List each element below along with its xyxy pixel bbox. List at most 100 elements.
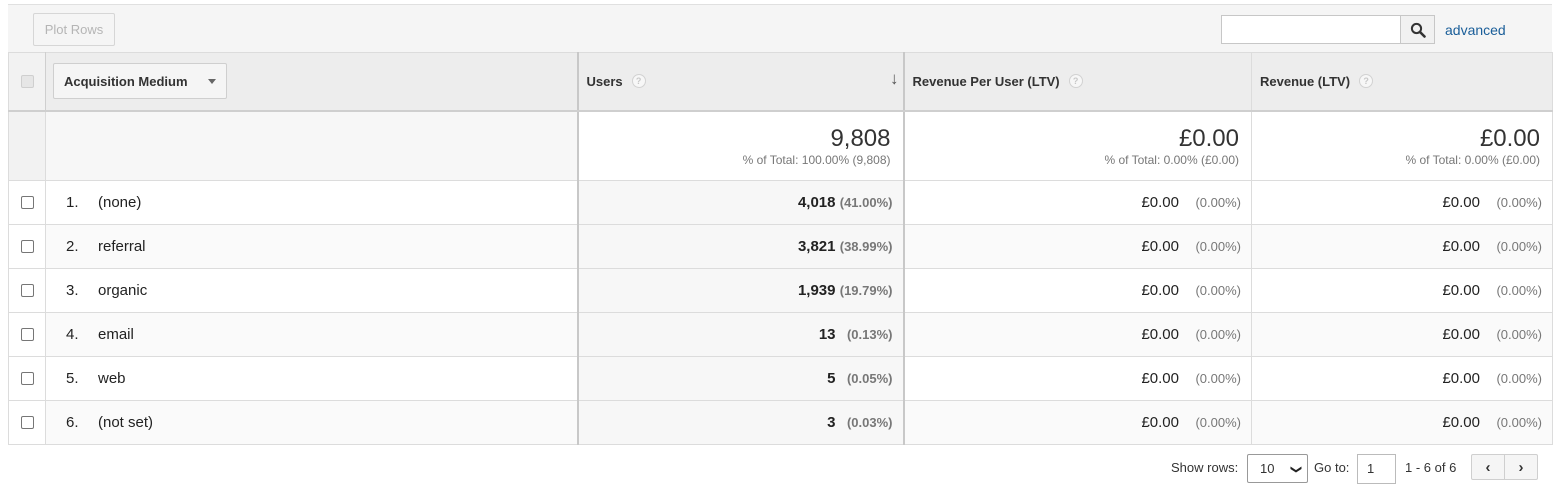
users-cell: 3,821 (38.99%) <box>577 224 905 269</box>
help-icon[interactable]: ? <box>1068 74 1083 89</box>
users-percent: (0.13%) <box>846 326 893 342</box>
select-all-checkbox[interactable] <box>20 74 34 88</box>
pagination-bar: Show rows: 10 ❯ Go to: 1 1 - 6 of 6 ‹ › <box>8 443 1552 487</box>
pager-buttons: ‹ › <box>1471 454 1538 480</box>
medium-value[interactable]: referral <box>98 238 146 255</box>
table-toolbar: Plot Rows advanced <box>8 4 1552 52</box>
medium-value[interactable]: (none) <box>98 194 142 211</box>
search-button[interactable] <box>1400 16 1434 43</box>
chevron-left-icon: ‹ <box>1485 458 1491 476</box>
sort-descending-icon[interactable]: ↓ <box>890 69 899 89</box>
show-rows-label: Show rows: <box>1171 460 1239 475</box>
revenue-per-user-value: £0.00 <box>1141 370 1179 387</box>
table-row: 3. organic 1,939 (19.79%) £0.00 (0.00%) £0.… <box>8 268 1553 313</box>
users-percent: (19.79%) <box>839 282 893 298</box>
row-check-cell <box>8 312 46 357</box>
row-checkbox[interactable] <box>20 327 34 341</box>
dimension-cell: 2. referral <box>45 224 579 269</box>
users-header-label: Users <box>586 73 623 89</box>
revenue-total-value: £0.00 <box>1479 124 1540 152</box>
revenue-value: £0.00 <box>1442 326 1480 343</box>
revenue-value: £0.00 <box>1442 194 1480 211</box>
dimension-cell: 6. (not set) <box>45 400 579 445</box>
revenue-per-user-value: £0.00 <box>1141 194 1179 211</box>
users-cell: 3 (0.03%) <box>577 400 905 445</box>
previous-page-button[interactable]: ‹ <box>1472 455 1504 479</box>
show-rows-select[interactable]: 10 ❯ <box>1247 454 1308 483</box>
table-row: 2. referral 3,821 (38.99%) £0.00 (0.00%) £0… <box>8 224 1553 269</box>
revenue-value: £0.00 <box>1442 282 1480 299</box>
row-check-cell <box>8 224 46 269</box>
row-index: 2. <box>66 238 79 255</box>
revenue-per-user-percent: (0.00%) <box>1195 371 1241 386</box>
revenue-per-user-percent: (0.00%) <box>1195 327 1241 342</box>
medium-value[interactable]: web <box>98 370 126 387</box>
revenue-cell: £0.00 (0.00%) <box>1251 356 1553 401</box>
totals-row: 9,808 % of Total: 100.00% (9,808) £0.00 … <box>8 110 1553 181</box>
medium-value[interactable]: organic <box>98 282 148 299</box>
revenue-percent: (0.00%) <box>1496 195 1542 210</box>
chevron-down-icon: ❯ <box>1289 464 1302 475</box>
row-index: 5. <box>66 370 79 387</box>
revenue-per-user-column-header[interactable]: Revenue Per User (LTV) ? <box>903 52 1252 112</box>
table-header-row: Acquisition Medium Users ? ↓ Revenue Per… <box>8 52 1553 112</box>
totals-check-cell <box>8 110 46 181</box>
plot-rows-button[interactable]: Plot Rows <box>33 13 115 46</box>
revenue-cell: £0.00 (0.00%) <box>1251 268 1553 313</box>
row-checkbox[interactable] <box>20 283 34 297</box>
row-checkbox[interactable] <box>20 415 34 429</box>
revenue-per-user-cell: £0.00 (0.00%) <box>903 268 1252 313</box>
users-total-value: 9,808 <box>830 124 891 152</box>
users-value: 5 <box>827 369 836 387</box>
users-cell: 5 (0.05%) <box>577 356 905 401</box>
show-rows-value: 10 <box>1260 461 1275 476</box>
medium-value[interactable]: (not set) <box>98 414 154 431</box>
users-percent: (0.03%) <box>846 414 893 430</box>
table-search-input[interactable] <box>1222 16 1400 43</box>
goto-page-input[interactable]: 1 <box>1357 454 1396 484</box>
table-row: 1. (none) 4,018 (41.00%) £0.00 (0.00%) £0.0… <box>8 180 1553 225</box>
medium-value[interactable]: email <box>98 326 134 343</box>
users-cell: 13 (0.13%) <box>577 312 905 357</box>
row-checkbox[interactable] <box>20 239 34 253</box>
revenue-value: £0.00 <box>1442 238 1480 255</box>
revenue-per-user-header-label: Revenue Per User (LTV) <box>912 73 1060 89</box>
row-checkbox[interactable] <box>20 371 34 385</box>
chevron-right-icon: › <box>1518 458 1524 476</box>
revenue-per-user-value: £0.00 <box>1141 238 1179 255</box>
users-column-header[interactable]: Users ? ↓ <box>577 52 905 112</box>
revenue-column-header[interactable]: Revenue (LTV) ? <box>1251 52 1553 112</box>
revenue-cell: £0.00 (0.00%) <box>1251 180 1553 225</box>
revenue-total-cell: £0.00 % of Total: 0.00% (£0.00) <box>1251 110 1553 181</box>
report-table-frame: Plot Rows advanced Acquisition Medium <box>8 4 1553 487</box>
data-table: Acquisition Medium Users ? ↓ Revenue Per… <box>8 52 1553 445</box>
revenue-per-user-total-cell: £0.00 % of Total: 0.00% (£0.00) <box>903 110 1252 181</box>
revenue-per-user-total-note: % of Total: 0.00% (£0.00) <box>1104 152 1239 167</box>
primary-dimension-label: Acquisition Medium <box>64 73 188 89</box>
revenue-value: £0.00 <box>1442 414 1480 431</box>
magnifier-icon <box>1410 22 1426 38</box>
revenue-per-user-cell: £0.00 (0.00%) <box>903 224 1252 269</box>
help-icon[interactable]: ? <box>1359 74 1374 89</box>
revenue-per-user-cell: £0.00 (0.00%) <box>903 356 1252 401</box>
next-page-button[interactable]: › <box>1504 455 1537 479</box>
table-search <box>1221 15 1435 44</box>
revenue-per-user-total-value: £0.00 <box>1178 124 1239 152</box>
dimension-cell: 4. email <box>45 312 579 357</box>
users-percent: (0.05%) <box>846 370 893 386</box>
advanced-filter-link[interactable]: advanced <box>1445 22 1506 38</box>
row-check-cell <box>8 268 46 313</box>
revenue-per-user-cell: £0.00 (0.00%) <box>903 312 1252 357</box>
primary-dimension-select[interactable]: Acquisition Medium <box>53 63 227 100</box>
row-index: 3. <box>66 282 79 299</box>
dimension-cell: 1. (none) <box>45 180 579 225</box>
dimension-header: Acquisition Medium <box>45 52 579 112</box>
users-value: 1,939 <box>797 281 836 299</box>
dimension-cell: 3. organic <box>45 268 579 313</box>
revenue-per-user-value: £0.00 <box>1141 282 1179 299</box>
help-icon[interactable]: ? <box>631 74 646 89</box>
row-checkbox[interactable] <box>20 195 34 209</box>
revenue-cell: £0.00 (0.00%) <box>1251 312 1553 357</box>
revenue-per-user-value: £0.00 <box>1141 414 1179 431</box>
revenue-per-user-cell: £0.00 (0.00%) <box>903 180 1252 225</box>
